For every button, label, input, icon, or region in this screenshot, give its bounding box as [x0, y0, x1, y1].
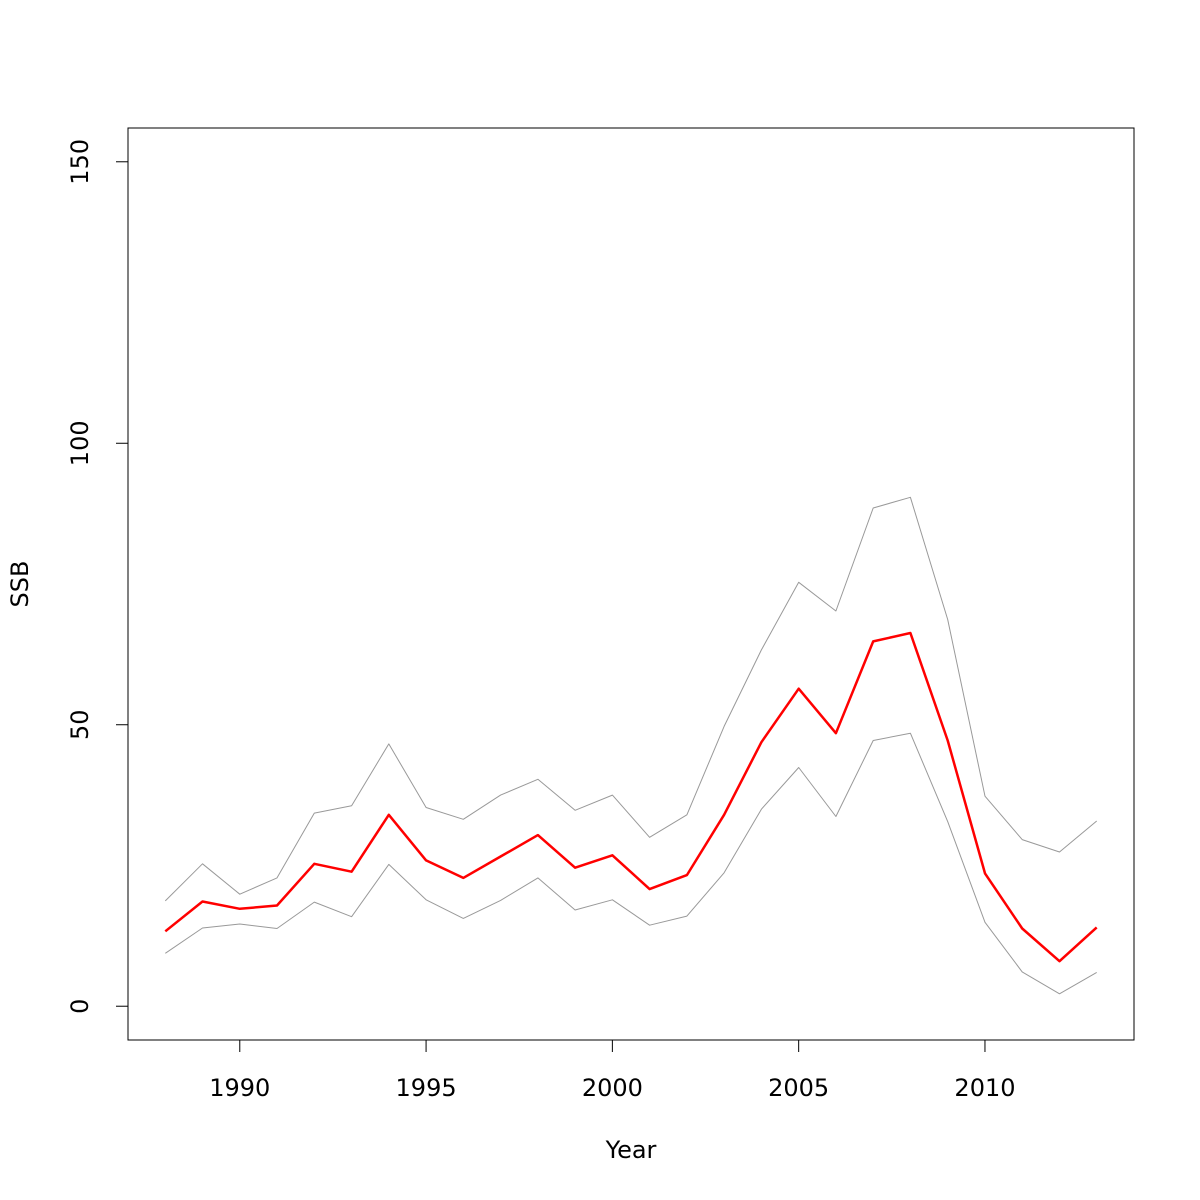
x-tick-label: 2000	[582, 1074, 643, 1102]
series-layer	[164, 496, 1098, 995]
x-tick-label: 2010	[954, 1074, 1015, 1102]
y-tick-label: 100	[66, 420, 94, 466]
y-axis-title: SSB	[6, 561, 34, 608]
y-tick-label: 50	[66, 709, 94, 740]
x-tick-label: 1995	[396, 1074, 457, 1102]
y-tick-label: 150	[66, 139, 94, 185]
x-axis-title: Year	[605, 1136, 657, 1164]
x-axis: 1990 1995 2000 2005 2010	[209, 1039, 1016, 1102]
x-tick-label: 1990	[209, 1074, 270, 1102]
y-tick-label: 0	[66, 999, 94, 1014]
upper-bound-line	[164, 496, 1098, 902]
y-axis: 0 50 100 150	[66, 139, 129, 1014]
x-tick-label: 2005	[768, 1074, 829, 1102]
ssb-estimate-line	[164, 631, 1098, 963]
lower-bound-line	[165, 732, 1097, 995]
